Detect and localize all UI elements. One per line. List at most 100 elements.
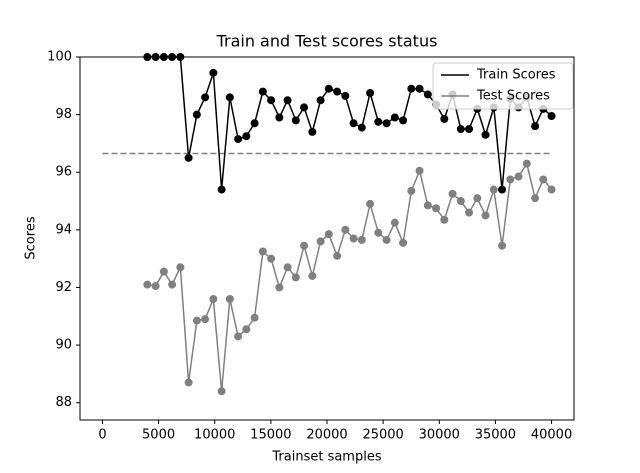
data-point [324,84,333,93]
data-point [234,332,243,341]
data-point [291,273,300,282]
y-tick-label: 88 [55,395,72,410]
data-point [250,313,259,322]
data-point [374,117,383,126]
data-point [481,211,490,220]
y-tick-label: 100 [47,50,72,65]
data-point [192,110,201,119]
data-point [300,103,309,112]
data-point [225,295,234,303]
data-point [382,119,391,128]
data-point [192,316,201,325]
data-point [217,185,226,194]
data-point [341,91,350,100]
data-point [440,215,449,224]
data-point [382,235,391,244]
data-point [159,267,168,276]
data-point [201,315,210,324]
data-point [448,189,457,198]
data-point [456,125,465,134]
legend-label: Test Scores [476,89,550,104]
y-axis-label: Scores [24,216,39,259]
data-point [308,127,317,136]
data-point [267,96,276,105]
chart-title: Train and Test scores status [216,32,438,51]
data-point [283,96,292,105]
data-point [184,153,193,162]
x-tick-label: 35000 [475,428,516,443]
data-point [531,194,540,203]
x-tick-label: 30000 [419,428,460,443]
data-point [333,87,342,96]
data-point [275,283,284,292]
data-point [506,175,515,184]
data-point [168,280,177,289]
data-point [357,235,366,244]
data-point [407,84,416,93]
y-tick-label: 98 [55,107,72,122]
data-point [399,116,408,125]
x-tick-label: 15000 [250,428,291,443]
data-point [415,166,424,175]
data-point [366,199,375,208]
data-point [498,241,507,250]
data-point [242,325,251,334]
data-point [275,113,284,122]
x-tick-label: 20000 [306,428,347,443]
data-point [465,125,474,134]
data-point [498,185,507,194]
data-point [201,93,210,102]
data-point [531,122,540,131]
data-point [151,282,160,291]
data-point [308,271,317,280]
axes-frame [79,56,575,421]
data-point [258,247,267,256]
x-tick-label: 5000 [142,428,175,443]
data-point [234,135,243,144]
data-point [407,186,416,195]
y-tick-label: 92 [55,280,72,295]
data-point [547,185,556,194]
data-point [547,112,556,121]
data-point [184,378,193,387]
data-point [349,234,358,243]
data-point [432,204,441,213]
x-tick-label: 10000 [194,428,235,443]
data-point [374,228,383,237]
y-tick-label: 90 [55,338,72,353]
y-tick-label: 94 [55,222,72,237]
data-point [465,208,474,217]
x-axis-label: Trainset samples [271,450,381,465]
data-point [473,194,482,203]
data-point [489,185,498,194]
data-point [423,201,432,210]
series-line [147,56,553,190]
data-point [399,238,408,247]
legend-label: Train Scores [476,68,556,83]
data-point [440,114,449,123]
data-point [291,116,300,125]
data-point [283,263,292,272]
data-point [522,159,531,168]
data-point [225,93,234,102]
data-point [366,89,375,98]
data-point [242,132,251,141]
data-point [390,113,399,122]
data-point [539,175,548,184]
data-point [209,68,218,77]
data-point [357,123,366,132]
data-point [415,84,424,93]
data-point [250,119,259,128]
data-point [456,197,465,206]
data-point [481,130,490,139]
data-point [333,251,342,260]
data-point [349,119,358,128]
data-point [209,295,218,303]
x-tick-label: 25000 [362,428,403,443]
data-point [267,254,276,263]
data-point [176,263,185,272]
data-point [258,87,267,96]
data-point [300,241,309,250]
data-point [143,280,152,289]
